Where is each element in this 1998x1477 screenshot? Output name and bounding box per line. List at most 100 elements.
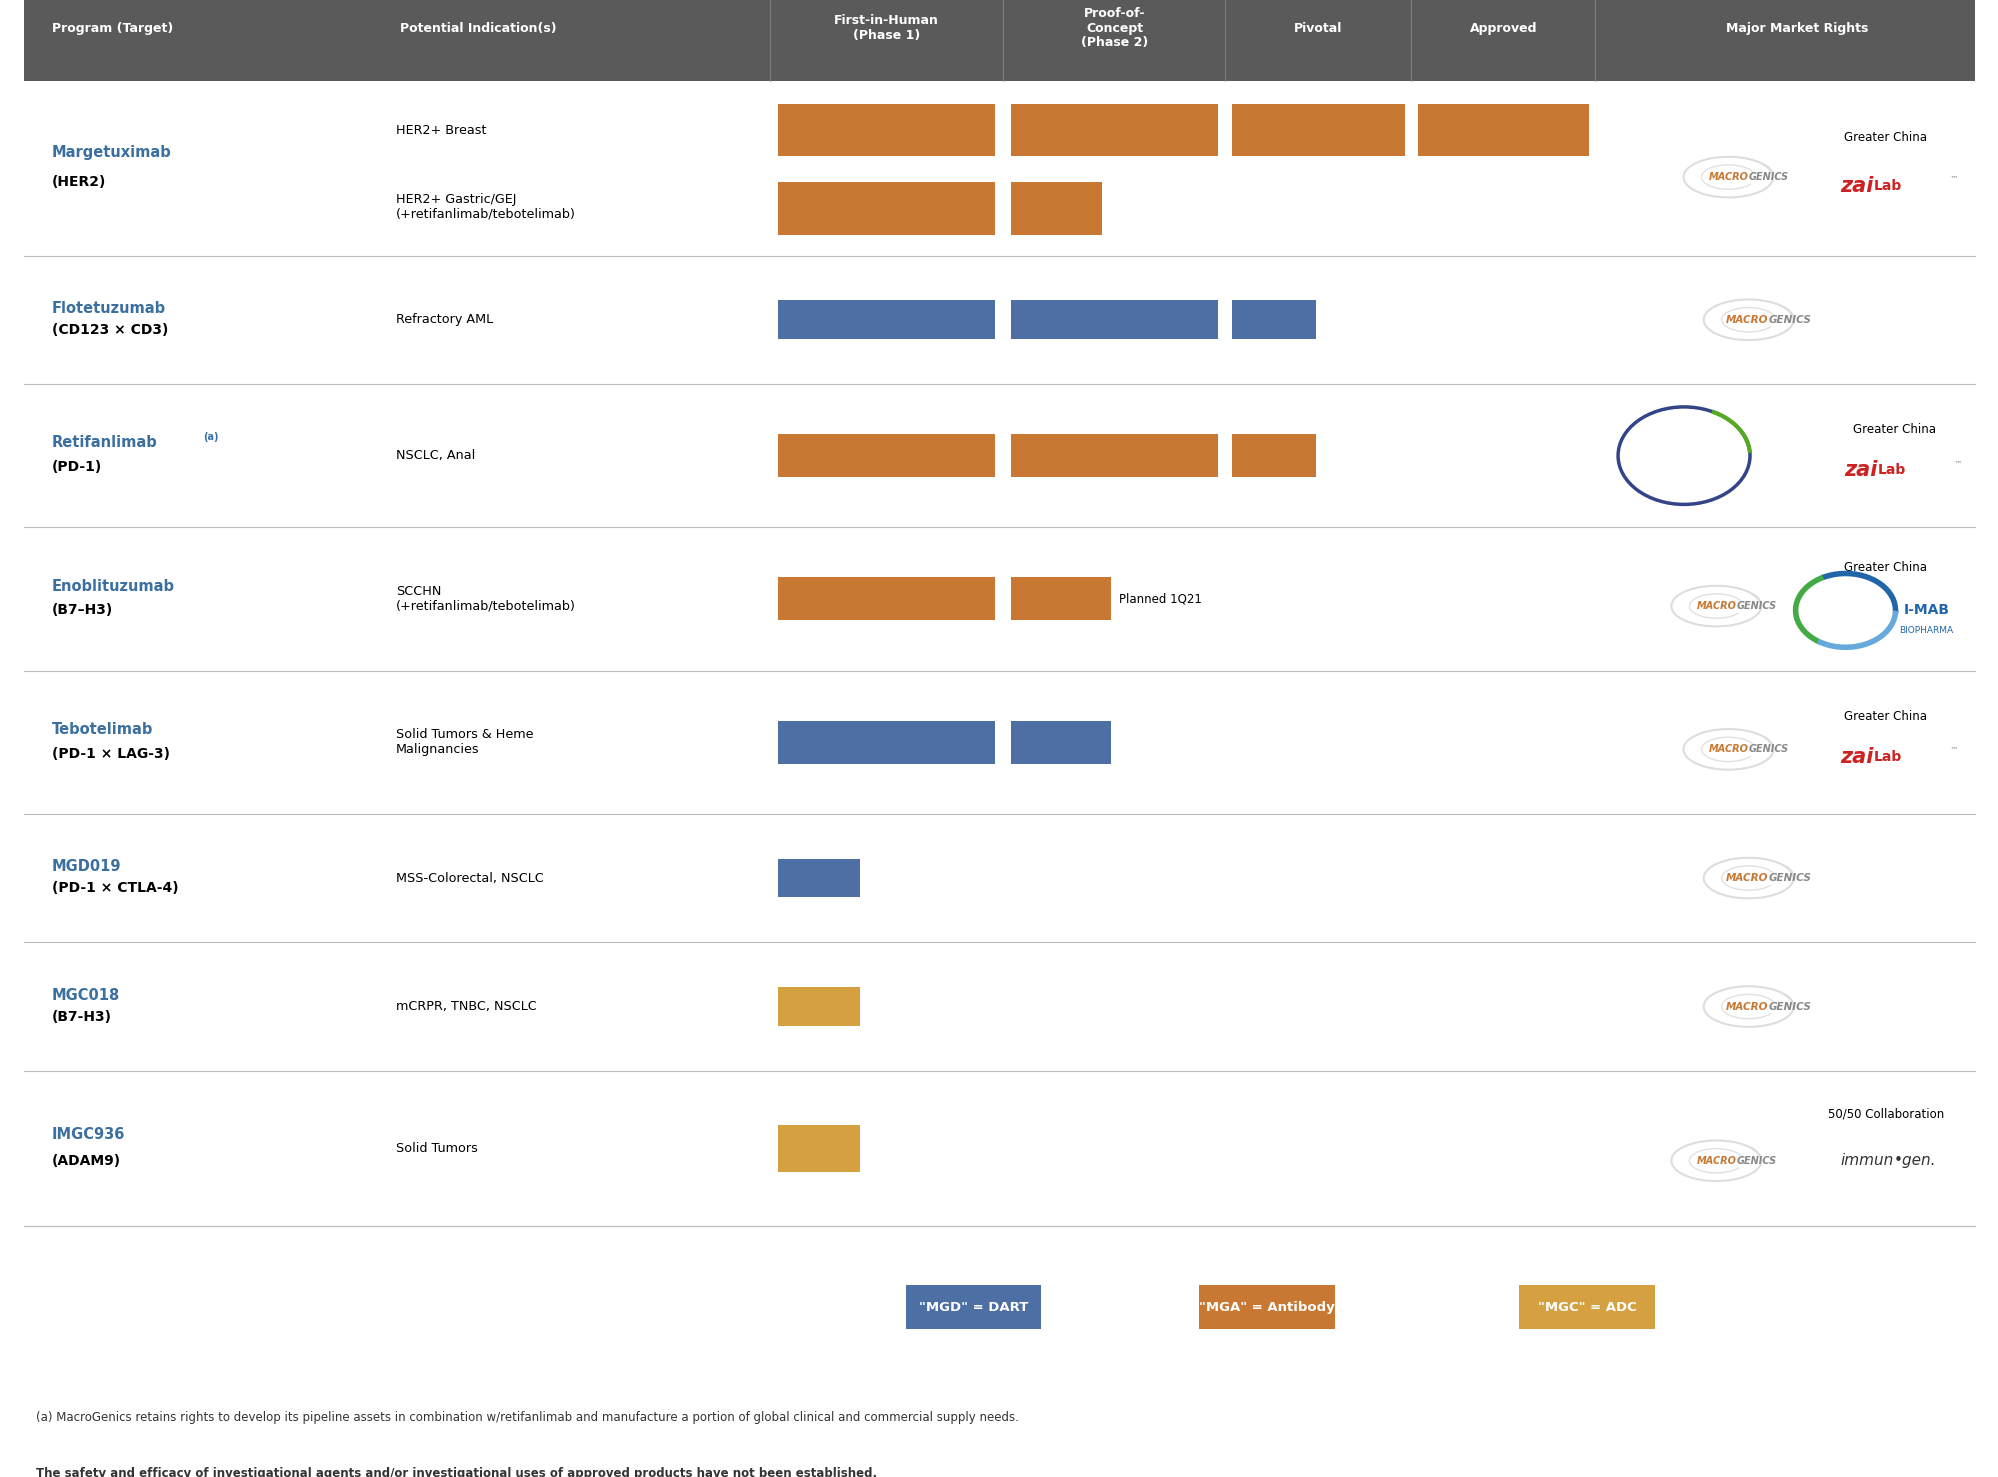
Text: HER2+ Breast: HER2+ Breast: [396, 124, 486, 136]
Text: I-MAB: I-MAB: [1902, 604, 1948, 617]
Text: GENICS: GENICS: [1736, 601, 1776, 611]
Text: MACRO: MACRO: [1696, 1156, 1736, 1165]
Text: "MGA" = Antibody: "MGA" = Antibody: [1199, 1301, 1335, 1313]
Text: immun: immun: [1840, 1154, 1892, 1168]
Text: Potential Indication(s): Potential Indication(s): [400, 22, 555, 34]
Text: mCRPR, TNBC, NSCLC: mCRPR, TNBC, NSCLC: [396, 1000, 535, 1013]
Text: •gen.: •gen.: [1892, 1154, 1936, 1168]
Text: Greater China: Greater China: [1852, 424, 1934, 436]
Text: GENICS: GENICS: [1736, 1156, 1776, 1165]
Bar: [24, 527, 1974, 671]
Bar: [777, 987, 859, 1027]
Text: Solid Tumors & Heme
Malignancies: Solid Tumors & Heme Malignancies: [396, 728, 533, 756]
Text: Tebotelimab: Tebotelimab: [52, 722, 154, 737]
Text: MSS-Colorectal, NSCLC: MSS-Colorectal, NSCLC: [396, 871, 543, 885]
Text: (PD-1 × CTLA-4): (PD-1 × CTLA-4): [52, 882, 178, 895]
Text: "MGC" = ADC: "MGC" = ADC: [1536, 1301, 1636, 1313]
Text: MGC018: MGC018: [52, 988, 120, 1003]
Circle shape: [1814, 588, 1874, 632]
Text: "MGD" = DART: "MGD" = DART: [919, 1301, 1027, 1313]
Text: Major Market Rights: Major Market Rights: [1724, 22, 1868, 34]
Text: (PD-1): (PD-1): [52, 461, 102, 474]
Bar: [1011, 103, 1217, 157]
Text: zai: zai: [1840, 176, 1872, 196]
Text: Lab: Lab: [1872, 749, 1902, 764]
Bar: [1231, 300, 1315, 340]
Bar: [1518, 1285, 1654, 1329]
Text: GENICS: GENICS: [1768, 315, 1810, 325]
Bar: [1011, 578, 1111, 620]
Bar: [24, 256, 1974, 384]
Text: NSCLC, Anal: NSCLC, Anal: [396, 449, 476, 462]
Text: Retifanlimab: Retifanlimab: [52, 436, 158, 450]
Bar: [1231, 434, 1315, 477]
Text: (B7-H3): (B7-H3): [52, 1010, 112, 1024]
Text: First-in-Human
(Phase 1): First-in-Human (Phase 1): [833, 15, 939, 41]
Text: MGD019: MGD019: [52, 860, 122, 874]
Text: Lab: Lab: [1872, 179, 1902, 193]
Text: 50/50 Collaboration: 50/50 Collaboration: [1826, 1108, 1944, 1121]
Circle shape: [1616, 406, 1748, 505]
Text: Enoblituzumab: Enoblituzumab: [52, 579, 176, 594]
Bar: [777, 721, 995, 764]
Text: BIOPHARMA: BIOPHARMA: [1898, 626, 1952, 635]
Text: Pivotal: Pivotal: [1293, 22, 1343, 34]
Text: Lab: Lab: [1876, 462, 1906, 477]
Text: (HER2): (HER2): [52, 176, 106, 189]
Text: (ADAM9): (ADAM9): [52, 1154, 122, 1168]
Text: Incyte: Incyte: [1662, 449, 1704, 462]
Text: ™: ™: [1948, 746, 1958, 755]
Text: Proof-of-
Concept
(Phase 2): Proof-of- Concept (Phase 2): [1081, 7, 1147, 49]
Text: MACRO: MACRO: [1696, 601, 1736, 611]
Bar: [777, 858, 859, 898]
Text: (PD-1 × LAG-3): (PD-1 × LAG-3): [52, 747, 170, 761]
Bar: [777, 578, 995, 620]
Bar: [24, 0, 1974, 81]
Text: MACRO: MACRO: [1724, 1001, 1768, 1012]
Text: Approved: Approved: [1469, 22, 1536, 34]
Bar: [24, 1071, 1974, 1226]
Bar: [1231, 103, 1405, 157]
Text: GENICS: GENICS: [1748, 173, 1788, 182]
Bar: [1011, 182, 1101, 235]
Text: zai: zai: [1844, 459, 1876, 480]
Text: Flotetuzumab: Flotetuzumab: [52, 301, 166, 316]
Bar: [777, 300, 995, 340]
Bar: [1011, 434, 1217, 477]
Bar: [1417, 103, 1588, 157]
Bar: [24, 814, 1974, 942]
Text: SCCHN
(+retifanlimab/tebotelimab): SCCHN (+retifanlimab/tebotelimab): [396, 585, 575, 613]
Text: Refractory AML: Refractory AML: [396, 313, 494, 326]
Text: Greater China: Greater China: [1844, 561, 1926, 575]
Text: Planned 1Q21: Planned 1Q21: [1119, 592, 1201, 606]
Text: IMGC936: IMGC936: [52, 1127, 126, 1142]
Text: Margetuximab: Margetuximab: [52, 145, 172, 160]
Bar: [1011, 721, 1111, 764]
Bar: [777, 182, 995, 235]
Text: Greater China: Greater China: [1844, 130, 1926, 143]
Text: GENICS: GENICS: [1768, 1001, 1810, 1012]
Text: MACRO: MACRO: [1708, 744, 1748, 755]
Text: (CD123 × CD3): (CD123 × CD3): [52, 323, 168, 337]
Text: GENICS: GENICS: [1768, 873, 1810, 883]
Text: ™: ™: [1952, 459, 1962, 468]
Text: (a) MacroGenics retains rights to develop its pipeline assets in combination w/r: (a) MacroGenics retains rights to develo…: [36, 1411, 1019, 1424]
Text: HER2+ Gastric/GEJ
(+retifanlimab/tebotelimab): HER2+ Gastric/GEJ (+retifanlimab/tebotel…: [396, 192, 575, 220]
Text: (B7–H3): (B7–H3): [52, 604, 114, 617]
Bar: [1199, 1285, 1335, 1329]
Bar: [24, 942, 1974, 1071]
Bar: [777, 434, 995, 477]
Bar: [905, 1285, 1041, 1329]
Bar: [777, 103, 995, 157]
Text: zai: zai: [1840, 746, 1872, 767]
Bar: [777, 1125, 859, 1171]
Text: MACRO: MACRO: [1708, 173, 1748, 182]
Text: ™: ™: [1948, 176, 1958, 185]
Text: MACRO: MACRO: [1724, 315, 1768, 325]
Bar: [24, 671, 1974, 814]
Text: (a): (a): [202, 433, 218, 442]
Text: Solid Tumors: Solid Tumors: [396, 1142, 478, 1155]
Bar: [24, 384, 1974, 527]
Text: Greater China: Greater China: [1844, 710, 1926, 722]
Text: MACRO: MACRO: [1724, 873, 1768, 883]
